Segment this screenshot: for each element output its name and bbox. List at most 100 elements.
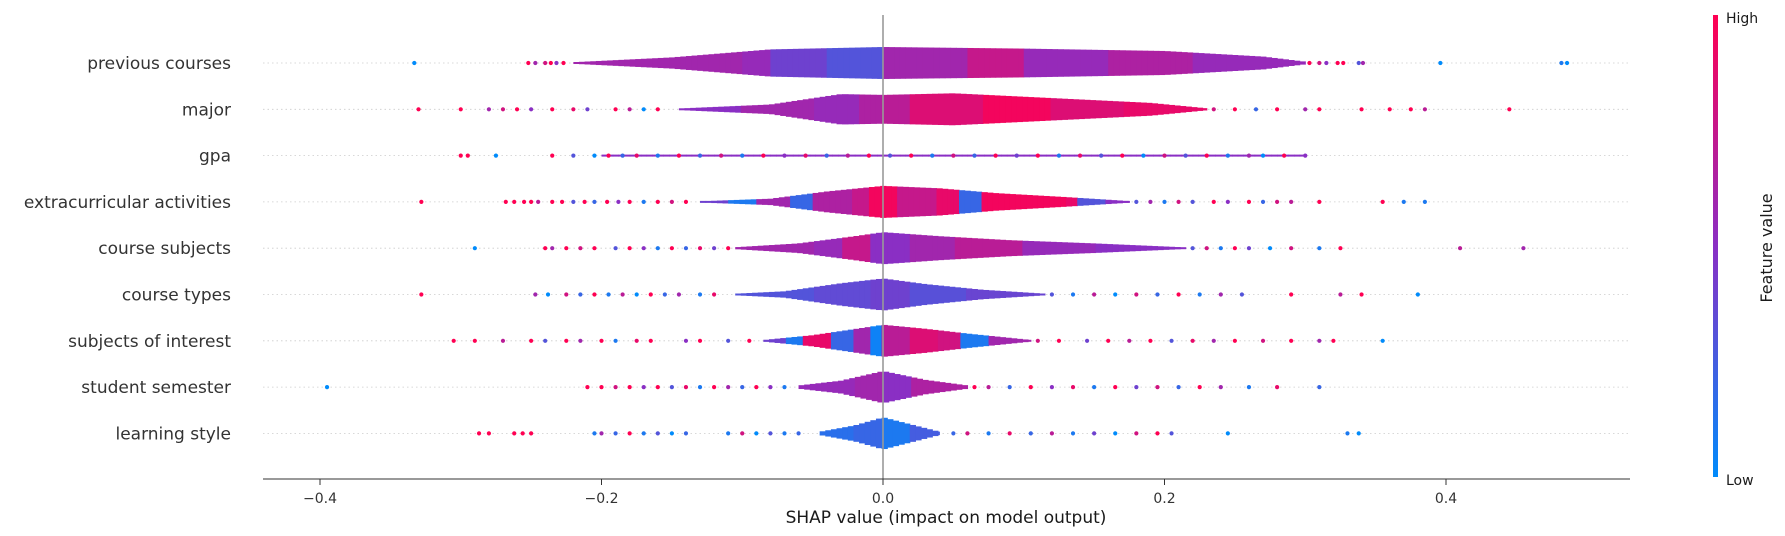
- shap-point: [419, 292, 424, 297]
- violin-slice: [915, 328, 922, 354]
- violin-slice: [875, 418, 883, 449]
- violin-slice: [954, 287, 962, 302]
- violin-slice: [1016, 338, 1023, 343]
- violin-slice: [885, 186, 893, 218]
- shap-point: [550, 107, 555, 112]
- violin-slice: [814, 241, 821, 256]
- violin-slice: [601, 60, 608, 66]
- shap-point: [500, 338, 506, 343]
- violin-slice: [798, 154, 805, 157]
- violin-slice: [922, 47, 929, 79]
- violin-slice: [859, 423, 866, 444]
- violin-slice: [1112, 244, 1119, 253]
- shap-point: [486, 431, 491, 436]
- shap-point: [655, 385, 660, 390]
- violin-slice: [1101, 243, 1108, 253]
- violin-slice: [864, 327, 871, 355]
- violin-slice: [757, 245, 764, 251]
- violin-slice: [750, 199, 757, 205]
- violin-slice: [995, 48, 1002, 78]
- violin-slice: [1012, 48, 1019, 78]
- shap-point: [965, 431, 970, 436]
- violin-slice: [690, 107, 697, 111]
- violin-slice: [904, 233, 911, 263]
- shap-point: [1049, 385, 1054, 390]
- shap-point: [500, 107, 506, 112]
- colorbar-gradient: [1713, 15, 1718, 477]
- shap-point: [1275, 199, 1280, 204]
- violin-slice: [1243, 154, 1250, 157]
- violin-slice: [888, 47, 895, 79]
- violin-slice: [1080, 154, 1087, 157]
- violin-slice: [711, 200, 718, 204]
- violin-slice: [904, 94, 911, 125]
- violin-slice: [759, 50, 766, 76]
- shap-point: [986, 431, 991, 436]
- violin-slice: [1033, 97, 1040, 122]
- violin-slice: [1237, 154, 1244, 157]
- violin-slice: [780, 338, 787, 344]
- violin-slice: [898, 326, 905, 356]
- violin-slice: [722, 200, 729, 204]
- violin-slice: [887, 419, 894, 448]
- violin-slice: [853, 328, 860, 353]
- shap-point: [1162, 153, 1167, 158]
- violin-slice: [669, 154, 676, 157]
- violin-slice: [987, 192, 994, 212]
- shap-point: [669, 246, 674, 251]
- violin-slice: [736, 154, 743, 157]
- shap-point: [655, 153, 660, 158]
- violin-slice: [809, 154, 817, 157]
- shap-point: [1317, 107, 1322, 112]
- violin-slice: [1032, 195, 1039, 209]
- shap-point: [845, 153, 850, 158]
- violin-slice: [967, 47, 974, 79]
- shap-point: [606, 292, 611, 297]
- violin-slice: [1164, 154, 1171, 157]
- violin-slice: [853, 236, 860, 261]
- shap-point: [1360, 60, 1366, 66]
- shap-point: [1106, 338, 1111, 343]
- violin-slice: [802, 288, 809, 301]
- violin-slice: [573, 62, 580, 64]
- violin-slice: [864, 421, 871, 445]
- shap-point: [1056, 153, 1062, 158]
- violin-slice: [1018, 48, 1025, 78]
- violin-slice: [778, 197, 786, 207]
- violin-slice: [1108, 154, 1115, 157]
- shap-point: [493, 153, 499, 158]
- violin-slice: [1185, 106, 1192, 113]
- shap-point: [972, 153, 977, 158]
- violin-slice: [1027, 241, 1035, 256]
- shap-point: [972, 385, 977, 390]
- violin-slice: [714, 154, 721, 157]
- violin-slice: [657, 57, 665, 69]
- violin-slice: [780, 291, 787, 298]
- colorbar-low-label: Low: [1726, 473, 1754, 489]
- violin-slice: [943, 93, 950, 126]
- violin-slice: [871, 154, 878, 157]
- violin-slice: [735, 293, 742, 296]
- feature-label: gpa: [199, 147, 231, 167]
- violin-slice: [866, 374, 873, 400]
- shap-point: [768, 431, 773, 436]
- violin-slice: [887, 279, 894, 310]
- violin-slice: [768, 245, 776, 252]
- violin-slice: [1063, 49, 1070, 77]
- violin-slice: [1191, 107, 1198, 112]
- shap-point: [712, 246, 717, 251]
- shap-point: [1359, 292, 1364, 297]
- shap-point: [634, 153, 639, 158]
- violin-slice: [1102, 49, 1109, 77]
- shap-point: [1204, 153, 1209, 158]
- violin-slice: [1158, 50, 1166, 76]
- violin-slice: [825, 95, 832, 123]
- violin-slice: [947, 189, 954, 215]
- violin-slice: [685, 56, 693, 70]
- feature-violin: [573, 47, 1306, 79]
- violin-slice: [1105, 199, 1112, 205]
- shap-point: [1225, 199, 1230, 204]
- shap-point: [526, 60, 531, 66]
- violin-slice: [735, 105, 742, 113]
